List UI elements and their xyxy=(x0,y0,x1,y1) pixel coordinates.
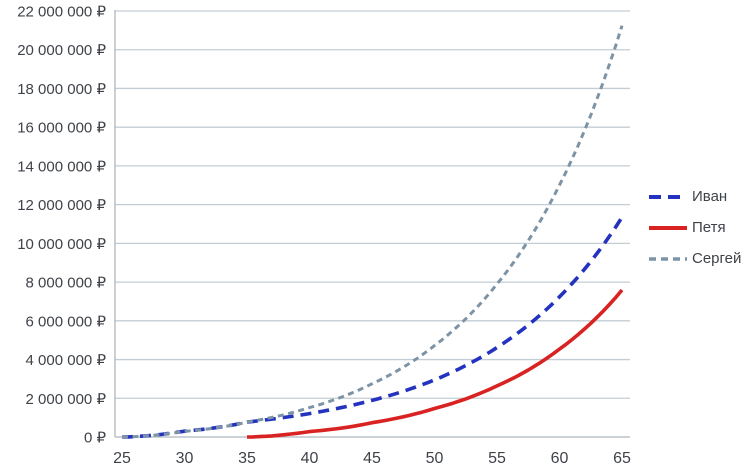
y-tick-label: 18 000 000 ₽ xyxy=(17,81,106,98)
legend-item-ivan: Иван xyxy=(648,186,741,207)
y-tick-label: 10 000 000 ₽ xyxy=(17,236,106,253)
legend-label-ivan: Иван xyxy=(692,188,728,205)
legend-label-sergey: Сергей xyxy=(692,250,742,267)
x-tick-label: 25 xyxy=(113,450,131,467)
y-tick-label: 12 000 000 ₽ xyxy=(17,197,106,214)
legend-label-petya: Петя xyxy=(692,219,726,236)
x-tick-label: 55 xyxy=(488,450,506,467)
legend-item-sergey: Сергей xyxy=(648,248,741,269)
y-tick-label: 4 000 000 ₽ xyxy=(26,352,107,369)
y-tick-label: 6 000 000 ₽ xyxy=(26,313,107,330)
series-line-ivan xyxy=(121,216,624,439)
x-tick-label: 40 xyxy=(301,450,319,467)
x-tick-label: 30 xyxy=(176,450,194,467)
legend-swatch-sergey xyxy=(649,256,687,261)
y-tick-label: 0 ₽ xyxy=(84,430,107,447)
legend-item-petya: Петя xyxy=(648,217,741,238)
series-line-sergey xyxy=(121,25,624,439)
x-tick-label: 50 xyxy=(426,450,444,467)
x-tick-label: 65 xyxy=(613,450,631,467)
series-line-petya xyxy=(246,288,624,439)
y-tick-label: 2 000 000 ₽ xyxy=(26,391,107,408)
x-tick-label: 35 xyxy=(238,450,256,467)
legend: Иван Петя Сергей xyxy=(648,186,741,269)
y-tick-label: 22 000 000 ₽ xyxy=(17,4,106,21)
x-tick-label: 60 xyxy=(551,450,569,467)
y-tick-label: 20 000 000 ₽ xyxy=(17,42,106,59)
legend-swatch-petya xyxy=(649,225,687,230)
y-tick-label: 16 000 000 ₽ xyxy=(17,120,106,137)
y-tick-label: 8 000 000 ₽ xyxy=(26,275,107,292)
legend-swatch-ivan xyxy=(649,194,687,199)
x-tick-label: 45 xyxy=(363,450,381,467)
y-tick-label: 14 000 000 ₽ xyxy=(17,158,106,175)
